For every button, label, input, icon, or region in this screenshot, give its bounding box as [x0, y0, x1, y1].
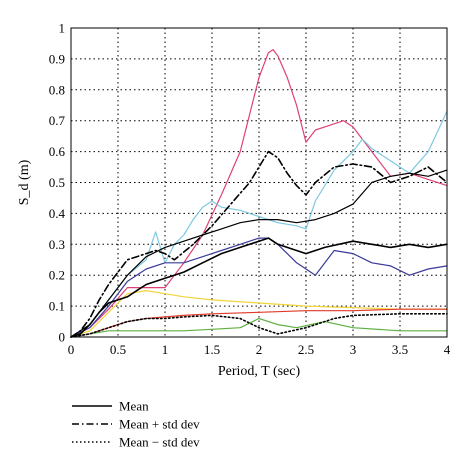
x-tick-label: 4 — [444, 342, 451, 357]
grid — [71, 28, 447, 337]
x-tick-label: 3 — [350, 342, 357, 357]
y-tick-label: 0.4 — [49, 206, 66, 221]
tick-labels: 0 0.5 1 1.5 2 2.5 3 3.5 4 0 0.1 0.2 0.3 0.4 0.5 0.6 0.7 0… — [49, 21, 451, 358]
x-tick-label: 3.5 — [392, 342, 408, 357]
series-line-3 — [70, 49, 448, 338]
y-tick-label: 0.7 — [49, 113, 66, 128]
y-tick-label: 0.9 — [49, 51, 65, 66]
y-tick-label: 0.1 — [49, 299, 65, 314]
series-line-mean — [70, 237, 448, 338]
x-axis-title: Period, T (sec) — [218, 364, 301, 379]
y-tick-label: 0.3 — [49, 237, 65, 252]
legend-label: Mean — [119, 399, 149, 414]
series-line-5 — [70, 169, 448, 338]
series-line-7 — [70, 290, 448, 338]
series-line-6 — [70, 237, 448, 338]
y-tick-label: 0.6 — [49, 144, 66, 159]
series-line-9 — [70, 317, 448, 338]
series-line-8 — [70, 308, 448, 338]
y-tick-label: 0.8 — [49, 82, 65, 97]
legend-label: Mean − std dev — [119, 435, 200, 450]
y-tick-label: 0 — [59, 330, 66, 345]
series-group — [70, 49, 448, 338]
x-tick-label: 0 — [68, 342, 75, 357]
plot-frame — [70, 27, 448, 338]
series-line-4 — [70, 110, 448, 338]
y-tick-label: 0.2 — [49, 268, 65, 283]
x-tick-label: 2 — [256, 342, 263, 357]
series-line-mean-std-dev — [70, 150, 448, 338]
x-tick-label: 1 — [162, 342, 169, 357]
x-tick-label: 0.5 — [110, 342, 126, 357]
x-tick-label: 2.5 — [298, 342, 314, 357]
x-tick-label: 1.5 — [204, 342, 220, 357]
legend-label: Mean + std dev — [119, 417, 200, 432]
y-tick-label: 0.5 — [49, 175, 65, 190]
y-tick-label: 1 — [59, 21, 66, 36]
y-axis-title: S_d (m) — [17, 159, 32, 205]
series-line-mean-std-dev — [70, 313, 448, 338]
legend: Mean Mean + std dev Mean − std dev — [72, 399, 200, 450]
